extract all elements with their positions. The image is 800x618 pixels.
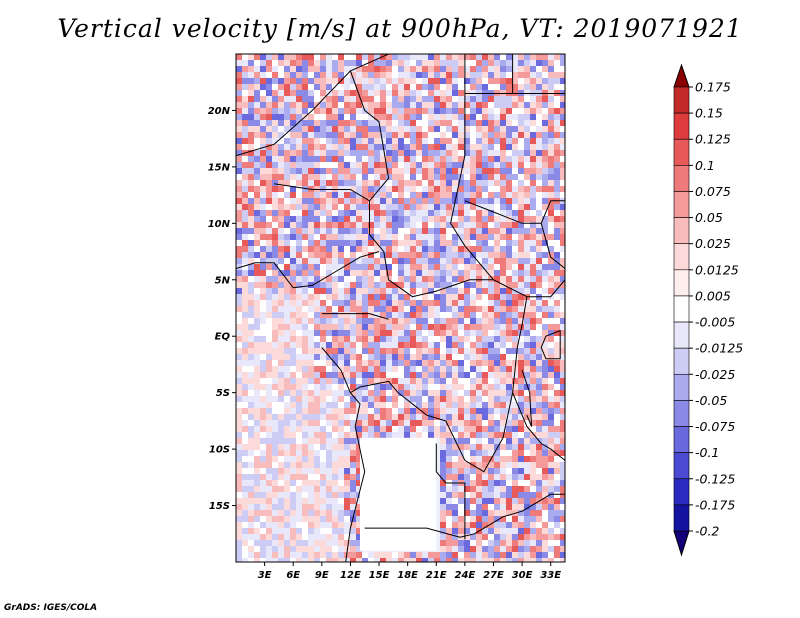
plot-frame bbox=[235, 53, 566, 563]
y-tick-label-0: 20N bbox=[208, 106, 231, 117]
border-line-5 bbox=[312, 251, 380, 286]
x-tick-label-8: 27E bbox=[483, 570, 504, 581]
x-tick-label-9: 30E bbox=[512, 570, 533, 581]
colorbar-label-11: -0.025 bbox=[695, 367, 735, 382]
border-line-7 bbox=[321, 313, 389, 320]
colorbar-swatch-5 bbox=[673, 217, 690, 245]
colorbar-label-9: -0.005 bbox=[695, 315, 735, 330]
x-tick-label-3: 12E bbox=[340, 570, 361, 581]
x-tick-label-7: 24E bbox=[454, 570, 475, 581]
colorbar-swatch-6 bbox=[673, 243, 690, 271]
y-tick-label-5: 5S bbox=[216, 388, 230, 399]
colorbar-label-8: 0.005 bbox=[695, 288, 731, 303]
y-tick-label-4: EQ bbox=[215, 332, 231, 343]
colorbar-swatch-15 bbox=[673, 478, 690, 506]
colorbar-swatch-4 bbox=[673, 191, 690, 218]
colorbar-label-7: 0.0125 bbox=[695, 262, 739, 277]
colorbar-swatch-13 bbox=[673, 426, 690, 453]
y-tick-label-7: 15S bbox=[209, 501, 230, 512]
border-line-4 bbox=[388, 279, 494, 298]
border-line-11 bbox=[526, 279, 565, 298]
border-line-9 bbox=[350, 347, 518, 473]
colorbar-label-6: 0.025 bbox=[695, 236, 731, 251]
colorbar-label-0: 0.175 bbox=[695, 80, 731, 95]
x-tick-label-2: 9E bbox=[315, 570, 329, 581]
border-line-6 bbox=[236, 262, 313, 289]
colorbar-swatch-14 bbox=[673, 452, 690, 480]
colorbar-label-3: 0.1 bbox=[695, 158, 715, 173]
colorbar-swatch-1 bbox=[673, 112, 690, 140]
border-line-10 bbox=[516, 296, 528, 348]
colorbar-swatch-10 bbox=[673, 347, 690, 375]
colorbar-low-arrow bbox=[673, 530, 690, 557]
border-line-0 bbox=[236, 54, 465, 157]
border-line-22 bbox=[521, 369, 533, 427]
colorbar-label-4: 0.075 bbox=[695, 184, 731, 199]
velocity-field bbox=[236, 54, 565, 562]
x-tick-label-10: 33E bbox=[540, 570, 561, 581]
x-tick-label-0: 3E bbox=[258, 570, 272, 581]
colorbar-label-17: -0.2 bbox=[695, 524, 719, 539]
colorbar-swatch-0 bbox=[673, 86, 690, 114]
x-tick-label-1: 6E bbox=[286, 570, 300, 581]
border-line-1 bbox=[450, 54, 528, 298]
colorbar-swatch-9 bbox=[673, 321, 690, 349]
border-line-13 bbox=[435, 443, 466, 540]
colorbar-high-arrow bbox=[673, 63, 690, 88]
x-axis: 3E 6E 9E 12E 15E 18E 21E 24E 27E 30E 33E bbox=[258, 562, 561, 581]
chart-title: Vertical velocity [m/s] at 900hPa, VT: 2… bbox=[57, 14, 743, 43]
colorbar-swatch-8 bbox=[673, 295, 690, 323]
colorbar-label-16: -0.175 bbox=[695, 497, 735, 512]
colorbar-label-1: 0.15 bbox=[695, 106, 723, 121]
border-line-14 bbox=[364, 527, 475, 538]
y-tick-label-3: 5N bbox=[215, 275, 231, 286]
border-line-8 bbox=[321, 347, 366, 562]
colorbar-swatch-7 bbox=[673, 269, 690, 297]
border-line-15 bbox=[474, 493, 565, 535]
colorbar-label-13: -0.075 bbox=[695, 419, 735, 434]
border-line-20 bbox=[349, 70, 390, 202]
colorbar-swatch-12 bbox=[673, 400, 690, 427]
x-tick-label-5: 18E bbox=[397, 570, 418, 581]
colorbar-swatch-2 bbox=[673, 138, 690, 166]
border-line-21 bbox=[540, 329, 561, 360]
colorbar-label-2: 0.125 bbox=[695, 132, 731, 147]
border-line-3 bbox=[369, 200, 390, 280]
colorbar-swatch-16 bbox=[673, 504, 690, 532]
colorbar-label-12: -0.05 bbox=[695, 393, 727, 408]
colorbar-swatch-3 bbox=[673, 165, 690, 192]
y-tick-label-6: 10S bbox=[209, 445, 230, 456]
colorbar: 0.175 0.15 0.125 0.1 0.075 0.05 0.025 0.0125 0.0… bbox=[673, 63, 743, 557]
colorbar-label-5: 0.05 bbox=[695, 210, 723, 225]
border-line-12 bbox=[512, 392, 565, 461]
footer-credit: GrADS: IGES/COLA bbox=[4, 603, 98, 613]
y-tick-label-1: 15N bbox=[208, 162, 231, 173]
y-tick-label-2: 10N bbox=[208, 219, 231, 230]
x-tick-label-4: 15E bbox=[369, 570, 390, 581]
colorbar-label-14: -0.1 bbox=[695, 445, 719, 460]
colorbar-swatch-11 bbox=[673, 373, 690, 401]
x-tick-label-6: 21E bbox=[426, 570, 447, 581]
border-line-17 bbox=[464, 200, 542, 224]
y-axis: 20N 15N 10N 5N EQ 5S 10S 15S bbox=[208, 106, 236, 512]
colorbar-label-15: -0.125 bbox=[695, 471, 735, 486]
country-borders bbox=[236, 54, 565, 562]
border-line-2 bbox=[274, 183, 370, 202]
colorbar-label-10: -0.0125 bbox=[695, 341, 743, 356]
